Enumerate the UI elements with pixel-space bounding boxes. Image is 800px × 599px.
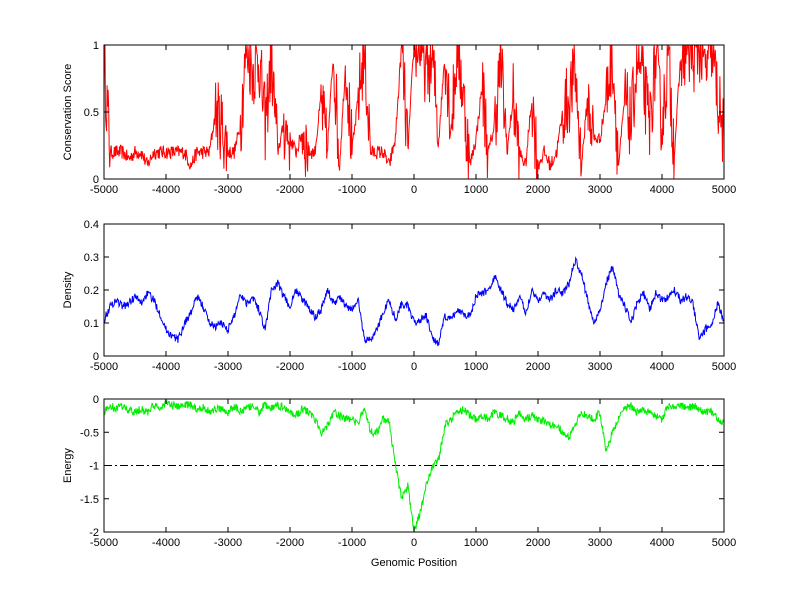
- panel-3: -5000 -4000 -3000 -2000 -1000 0 1000 2000 3000 40…: [62, 394, 736, 569]
- x-tick-label: -3000: [214, 184, 242, 196]
- x-tick-label: 4000: [650, 537, 674, 549]
- x-tick-label: 2000: [526, 537, 550, 549]
- y-tick-label: -0.5: [80, 427, 99, 439]
- x-tick-label: 4000: [650, 184, 674, 196]
- panels: -5000 -4000 -3000 -2000 -1000 0 1000 2000 3000 40…: [62, 40, 736, 569]
- x-tick-label: -5000: [90, 537, 118, 549]
- x-tick-label: 0: [411, 537, 417, 549]
- y-tick-label: 0.5: [84, 107, 99, 119]
- x-tick-label: -1000: [338, 184, 366, 196]
- x-tick-label: 5000: [712, 361, 736, 373]
- x-tick-label: -1000: [338, 361, 366, 373]
- y-axis-label: Density: [62, 271, 74, 308]
- x-tick-label: -2000: [276, 537, 304, 549]
- series-line: [104, 256, 724, 347]
- x-tick-label: -1000: [338, 537, 366, 549]
- y-axis-label: Conservation Score: [62, 64, 74, 161]
- y-tick-label: 0.1: [84, 318, 99, 330]
- x-tick-label: -5000: [90, 361, 118, 373]
- panel-1: -5000 -4000 -3000 -2000 -1000 0 1000 2000 3000 40…: [62, 40, 736, 196]
- x-tick-label: 4000: [650, 361, 674, 373]
- x-tick-label: -5000: [90, 184, 118, 196]
- x-tick-label: 2000: [526, 184, 550, 196]
- x-tick-label: -2000: [276, 184, 304, 196]
- x-tick-label: 1000: [464, 361, 488, 373]
- x-tick-label: 3000: [588, 537, 612, 549]
- series-line: [104, 45, 724, 179]
- y-tick-label: 0: [93, 394, 99, 406]
- y-tick-label: 0.3: [84, 252, 99, 264]
- x-tick-label: -4000: [152, 361, 180, 373]
- x-tick-label: 1000: [464, 537, 488, 549]
- x-tick-label: -3000: [214, 537, 242, 549]
- y-tick-label: -2: [89, 527, 99, 539]
- y-tick-label: 0: [93, 351, 99, 363]
- y-axis-label: Energy: [62, 448, 74, 483]
- x-tick-label: 3000: [588, 184, 612, 196]
- y-tick-label: 0: [93, 174, 99, 186]
- y-tick-label: -1: [89, 461, 99, 473]
- panel-2: -5000 -4000 -3000 -2000 -1000 0 1000 2000 3000 40…: [62, 219, 736, 373]
- x-tick-label: -3000: [214, 361, 242, 373]
- series-line: [104, 399, 724, 532]
- y-tick-label: 0.2: [84, 285, 99, 297]
- y-tick-label: 0.4: [84, 219, 99, 231]
- y-tick-label: 1: [93, 40, 99, 52]
- x-tick-label: 5000: [712, 537, 736, 549]
- x-tick-label: 5000: [712, 184, 736, 196]
- x-tick-label: 3000: [588, 361, 612, 373]
- x-tick-label: -4000: [152, 537, 180, 549]
- x-tick-label: 2000: [526, 361, 550, 373]
- x-tick-label: 0: [411, 361, 417, 373]
- x-tick-label: -2000: [276, 361, 304, 373]
- x-axis-label: Genomic Position: [371, 557, 457, 569]
- x-tick-label: 0: [411, 184, 417, 196]
- x-tick-label: 1000: [464, 184, 488, 196]
- y-tick-label: -1.5: [80, 494, 99, 506]
- x-tick-label: -4000: [152, 184, 180, 196]
